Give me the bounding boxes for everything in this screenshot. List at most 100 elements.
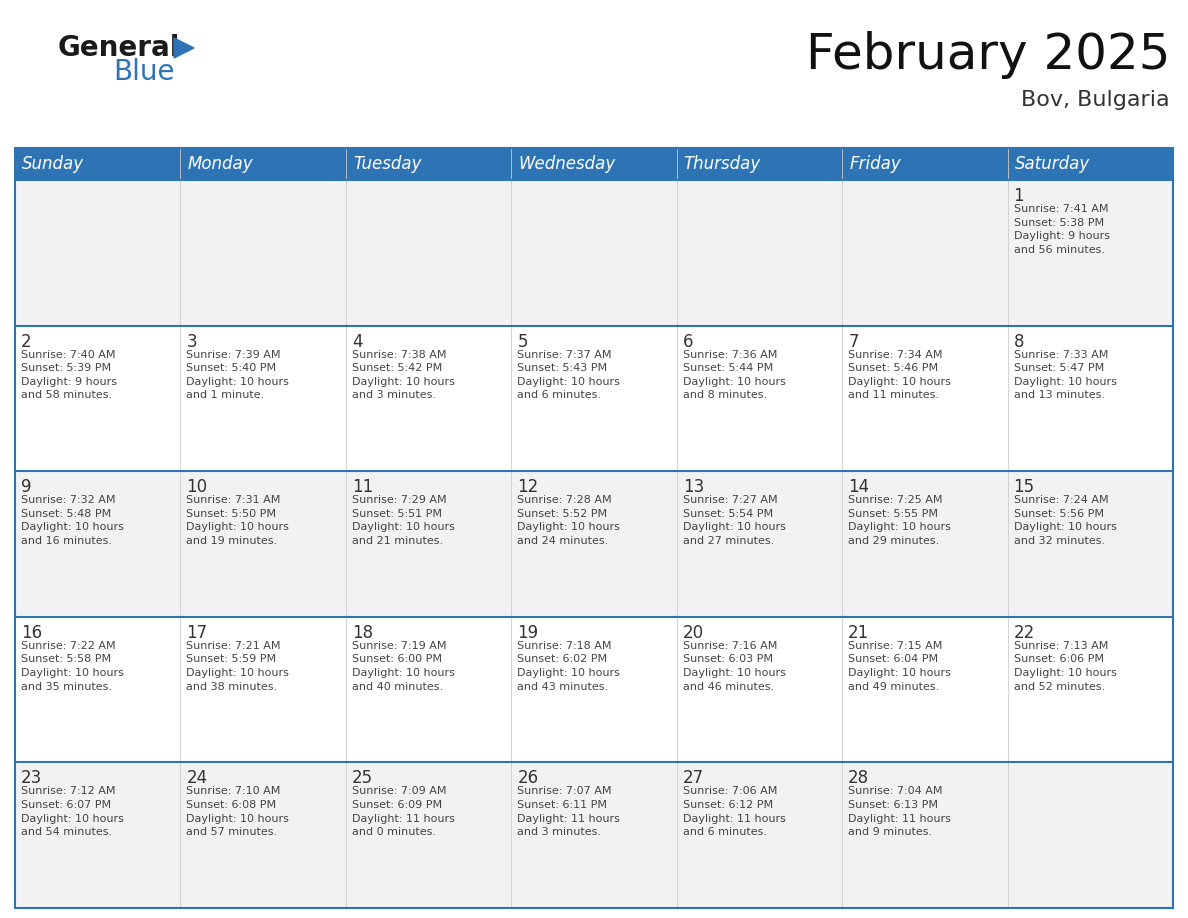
Bar	[677, 180, 842, 326]
Text: 4: 4	[352, 332, 362, 351]
Bar	[181, 617, 346, 763]
Text: Sunrise: 7:10 AM
Sunset: 6:08 PM
Daylight: 10 hours
and 57 minutes.: Sunrise: 7:10 AM Sunset: 6:08 PM Dayligh…	[187, 787, 290, 837]
Text: Sunrise: 7:24 AM
Sunset: 5:56 PM
Daylight: 10 hours
and 32 minutes.: Sunrise: 7:24 AM Sunset: 5:56 PM Dayligh…	[1013, 495, 1117, 546]
Text: Sunrise: 7:06 AM
Sunset: 6:12 PM
Daylight: 11 hours
and 6 minutes.: Sunrise: 7:06 AM Sunset: 6:12 PM Dayligh…	[683, 787, 785, 837]
Text: Sunrise: 7:34 AM
Sunset: 5:46 PM
Daylight: 10 hours
and 11 minutes.: Sunrise: 7:34 AM Sunset: 5:46 PM Dayligh…	[848, 350, 952, 400]
Text: Saturday: Saturday	[1015, 155, 1089, 173]
Text: 19: 19	[517, 624, 538, 642]
Text: Sunrise: 7:18 AM
Sunset: 6:02 PM
Daylight: 10 hours
and 43 minutes.: Sunrise: 7:18 AM Sunset: 6:02 PM Dayligh…	[517, 641, 620, 691]
Bar	[15, 617, 181, 763]
Text: 16: 16	[21, 624, 42, 642]
Text: Sunrise: 7:19 AM
Sunset: 6:00 PM
Daylight: 10 hours
and 40 minutes.: Sunrise: 7:19 AM Sunset: 6:00 PM Dayligh…	[352, 641, 455, 691]
Text: 6: 6	[683, 332, 694, 351]
Bar	[1007, 148, 1173, 180]
Text: Monday: Monday	[188, 155, 253, 173]
Text: 12: 12	[517, 478, 538, 497]
Bar	[181, 471, 346, 617]
Text: Sunrise: 7:07 AM
Sunset: 6:11 PM
Daylight: 11 hours
and 3 minutes.: Sunrise: 7:07 AM Sunset: 6:11 PM Dayligh…	[517, 787, 620, 837]
Text: Tuesday: Tuesday	[353, 155, 422, 173]
Text: 2: 2	[21, 332, 32, 351]
Bar	[1007, 326, 1173, 471]
Text: Sunrise: 7:38 AM
Sunset: 5:42 PM
Daylight: 10 hours
and 3 minutes.: Sunrise: 7:38 AM Sunset: 5:42 PM Dayligh…	[352, 350, 455, 400]
Text: 14: 14	[848, 478, 870, 497]
Bar	[677, 763, 842, 908]
Bar	[15, 180, 181, 326]
Polygon shape	[173, 38, 194, 58]
Text: Sunrise: 7:39 AM
Sunset: 5:40 PM
Daylight: 10 hours
and 1 minute.: Sunrise: 7:39 AM Sunset: 5:40 PM Dayligh…	[187, 350, 290, 400]
Bar	[511, 471, 677, 617]
Bar	[511, 763, 677, 908]
Bar	[346, 180, 511, 326]
Text: 15: 15	[1013, 478, 1035, 497]
Bar	[677, 471, 842, 617]
Text: Friday: Friday	[849, 155, 901, 173]
Bar	[15, 148, 181, 180]
Text: Sunrise: 7:28 AM
Sunset: 5:52 PM
Daylight: 10 hours
and 24 minutes.: Sunrise: 7:28 AM Sunset: 5:52 PM Dayligh…	[517, 495, 620, 546]
Bar	[1007, 617, 1173, 763]
Text: Wednesday: Wednesday	[518, 155, 615, 173]
Text: 27: 27	[683, 769, 703, 788]
Text: Sunrise: 7:13 AM
Sunset: 6:06 PM
Daylight: 10 hours
and 52 minutes.: Sunrise: 7:13 AM Sunset: 6:06 PM Dayligh…	[1013, 641, 1117, 691]
Bar	[677, 148, 842, 180]
Text: Sunrise: 7:21 AM
Sunset: 5:59 PM
Daylight: 10 hours
and 38 minutes.: Sunrise: 7:21 AM Sunset: 5:59 PM Dayligh…	[187, 641, 290, 691]
Bar	[1007, 763, 1173, 908]
Text: 1: 1	[1013, 187, 1024, 205]
Bar	[346, 326, 511, 471]
Bar	[677, 326, 842, 471]
Text: Sunrise: 7:32 AM
Sunset: 5:48 PM
Daylight: 10 hours
and 16 minutes.: Sunrise: 7:32 AM Sunset: 5:48 PM Dayligh…	[21, 495, 124, 546]
Text: Sunrise: 7:41 AM
Sunset: 5:38 PM
Daylight: 9 hours
and 56 minutes.: Sunrise: 7:41 AM Sunset: 5:38 PM Dayligh…	[1013, 204, 1110, 255]
Bar	[511, 326, 677, 471]
Text: 5: 5	[517, 332, 527, 351]
Text: 13: 13	[683, 478, 704, 497]
Bar	[346, 617, 511, 763]
Text: Sunrise: 7:22 AM
Sunset: 5:58 PM
Daylight: 10 hours
and 35 minutes.: Sunrise: 7:22 AM Sunset: 5:58 PM Dayligh…	[21, 641, 124, 691]
Bar	[842, 148, 1007, 180]
Text: Thursday: Thursday	[684, 155, 762, 173]
Text: Sunrise: 7:29 AM
Sunset: 5:51 PM
Daylight: 10 hours
and 21 minutes.: Sunrise: 7:29 AM Sunset: 5:51 PM Dayligh…	[352, 495, 455, 546]
Bar	[511, 148, 677, 180]
Bar	[842, 326, 1007, 471]
Text: Sunrise: 7:16 AM
Sunset: 6:03 PM
Daylight: 10 hours
and 46 minutes.: Sunrise: 7:16 AM Sunset: 6:03 PM Dayligh…	[683, 641, 785, 691]
Bar	[181, 180, 346, 326]
Text: Sunrise: 7:25 AM
Sunset: 5:55 PM
Daylight: 10 hours
and 29 minutes.: Sunrise: 7:25 AM Sunset: 5:55 PM Dayligh…	[848, 495, 952, 546]
Text: Sunrise: 7:36 AM
Sunset: 5:44 PM
Daylight: 10 hours
and 8 minutes.: Sunrise: 7:36 AM Sunset: 5:44 PM Dayligh…	[683, 350, 785, 400]
Bar	[346, 148, 511, 180]
Bar	[842, 180, 1007, 326]
Bar	[677, 617, 842, 763]
Bar	[181, 326, 346, 471]
Text: 11: 11	[352, 478, 373, 497]
Bar	[842, 471, 1007, 617]
Bar	[842, 617, 1007, 763]
Bar	[1007, 471, 1173, 617]
Text: Sunrise: 7:12 AM
Sunset: 6:07 PM
Daylight: 10 hours
and 54 minutes.: Sunrise: 7:12 AM Sunset: 6:07 PM Dayligh…	[21, 787, 124, 837]
Text: 22: 22	[1013, 624, 1035, 642]
Text: Blue: Blue	[113, 58, 175, 86]
Bar	[15, 763, 181, 908]
Text: 24: 24	[187, 769, 208, 788]
Text: Sunrise: 7:40 AM
Sunset: 5:39 PM
Daylight: 9 hours
and 58 minutes.: Sunrise: 7:40 AM Sunset: 5:39 PM Dayligh…	[21, 350, 116, 400]
Bar	[181, 148, 346, 180]
Text: Sunrise: 7:37 AM
Sunset: 5:43 PM
Daylight: 10 hours
and 6 minutes.: Sunrise: 7:37 AM Sunset: 5:43 PM Dayligh…	[517, 350, 620, 400]
Text: 21: 21	[848, 624, 870, 642]
Text: Bov, Bulgaria: Bov, Bulgaria	[1022, 90, 1170, 110]
Text: Sunrise: 7:09 AM
Sunset: 6:09 PM
Daylight: 11 hours
and 0 minutes.: Sunrise: 7:09 AM Sunset: 6:09 PM Dayligh…	[352, 787, 455, 837]
Text: General: General	[58, 34, 181, 62]
Bar	[15, 326, 181, 471]
Bar	[346, 763, 511, 908]
Text: Sunrise: 7:04 AM
Sunset: 6:13 PM
Daylight: 11 hours
and 9 minutes.: Sunrise: 7:04 AM Sunset: 6:13 PM Dayligh…	[848, 787, 952, 837]
Text: Sunrise: 7:27 AM
Sunset: 5:54 PM
Daylight: 10 hours
and 27 minutes.: Sunrise: 7:27 AM Sunset: 5:54 PM Dayligh…	[683, 495, 785, 546]
Text: 20: 20	[683, 624, 703, 642]
Bar	[1007, 180, 1173, 326]
Text: 17: 17	[187, 624, 208, 642]
Text: 28: 28	[848, 769, 870, 788]
Bar	[15, 471, 181, 617]
Text: 23: 23	[21, 769, 43, 788]
Text: Sunday: Sunday	[23, 155, 84, 173]
Text: Sunrise: 7:15 AM
Sunset: 6:04 PM
Daylight: 10 hours
and 49 minutes.: Sunrise: 7:15 AM Sunset: 6:04 PM Dayligh…	[848, 641, 952, 691]
Text: 26: 26	[517, 769, 538, 788]
Text: 18: 18	[352, 624, 373, 642]
Text: February 2025: February 2025	[805, 31, 1170, 79]
Text: 3: 3	[187, 332, 197, 351]
Text: 10: 10	[187, 478, 208, 497]
Bar	[511, 617, 677, 763]
